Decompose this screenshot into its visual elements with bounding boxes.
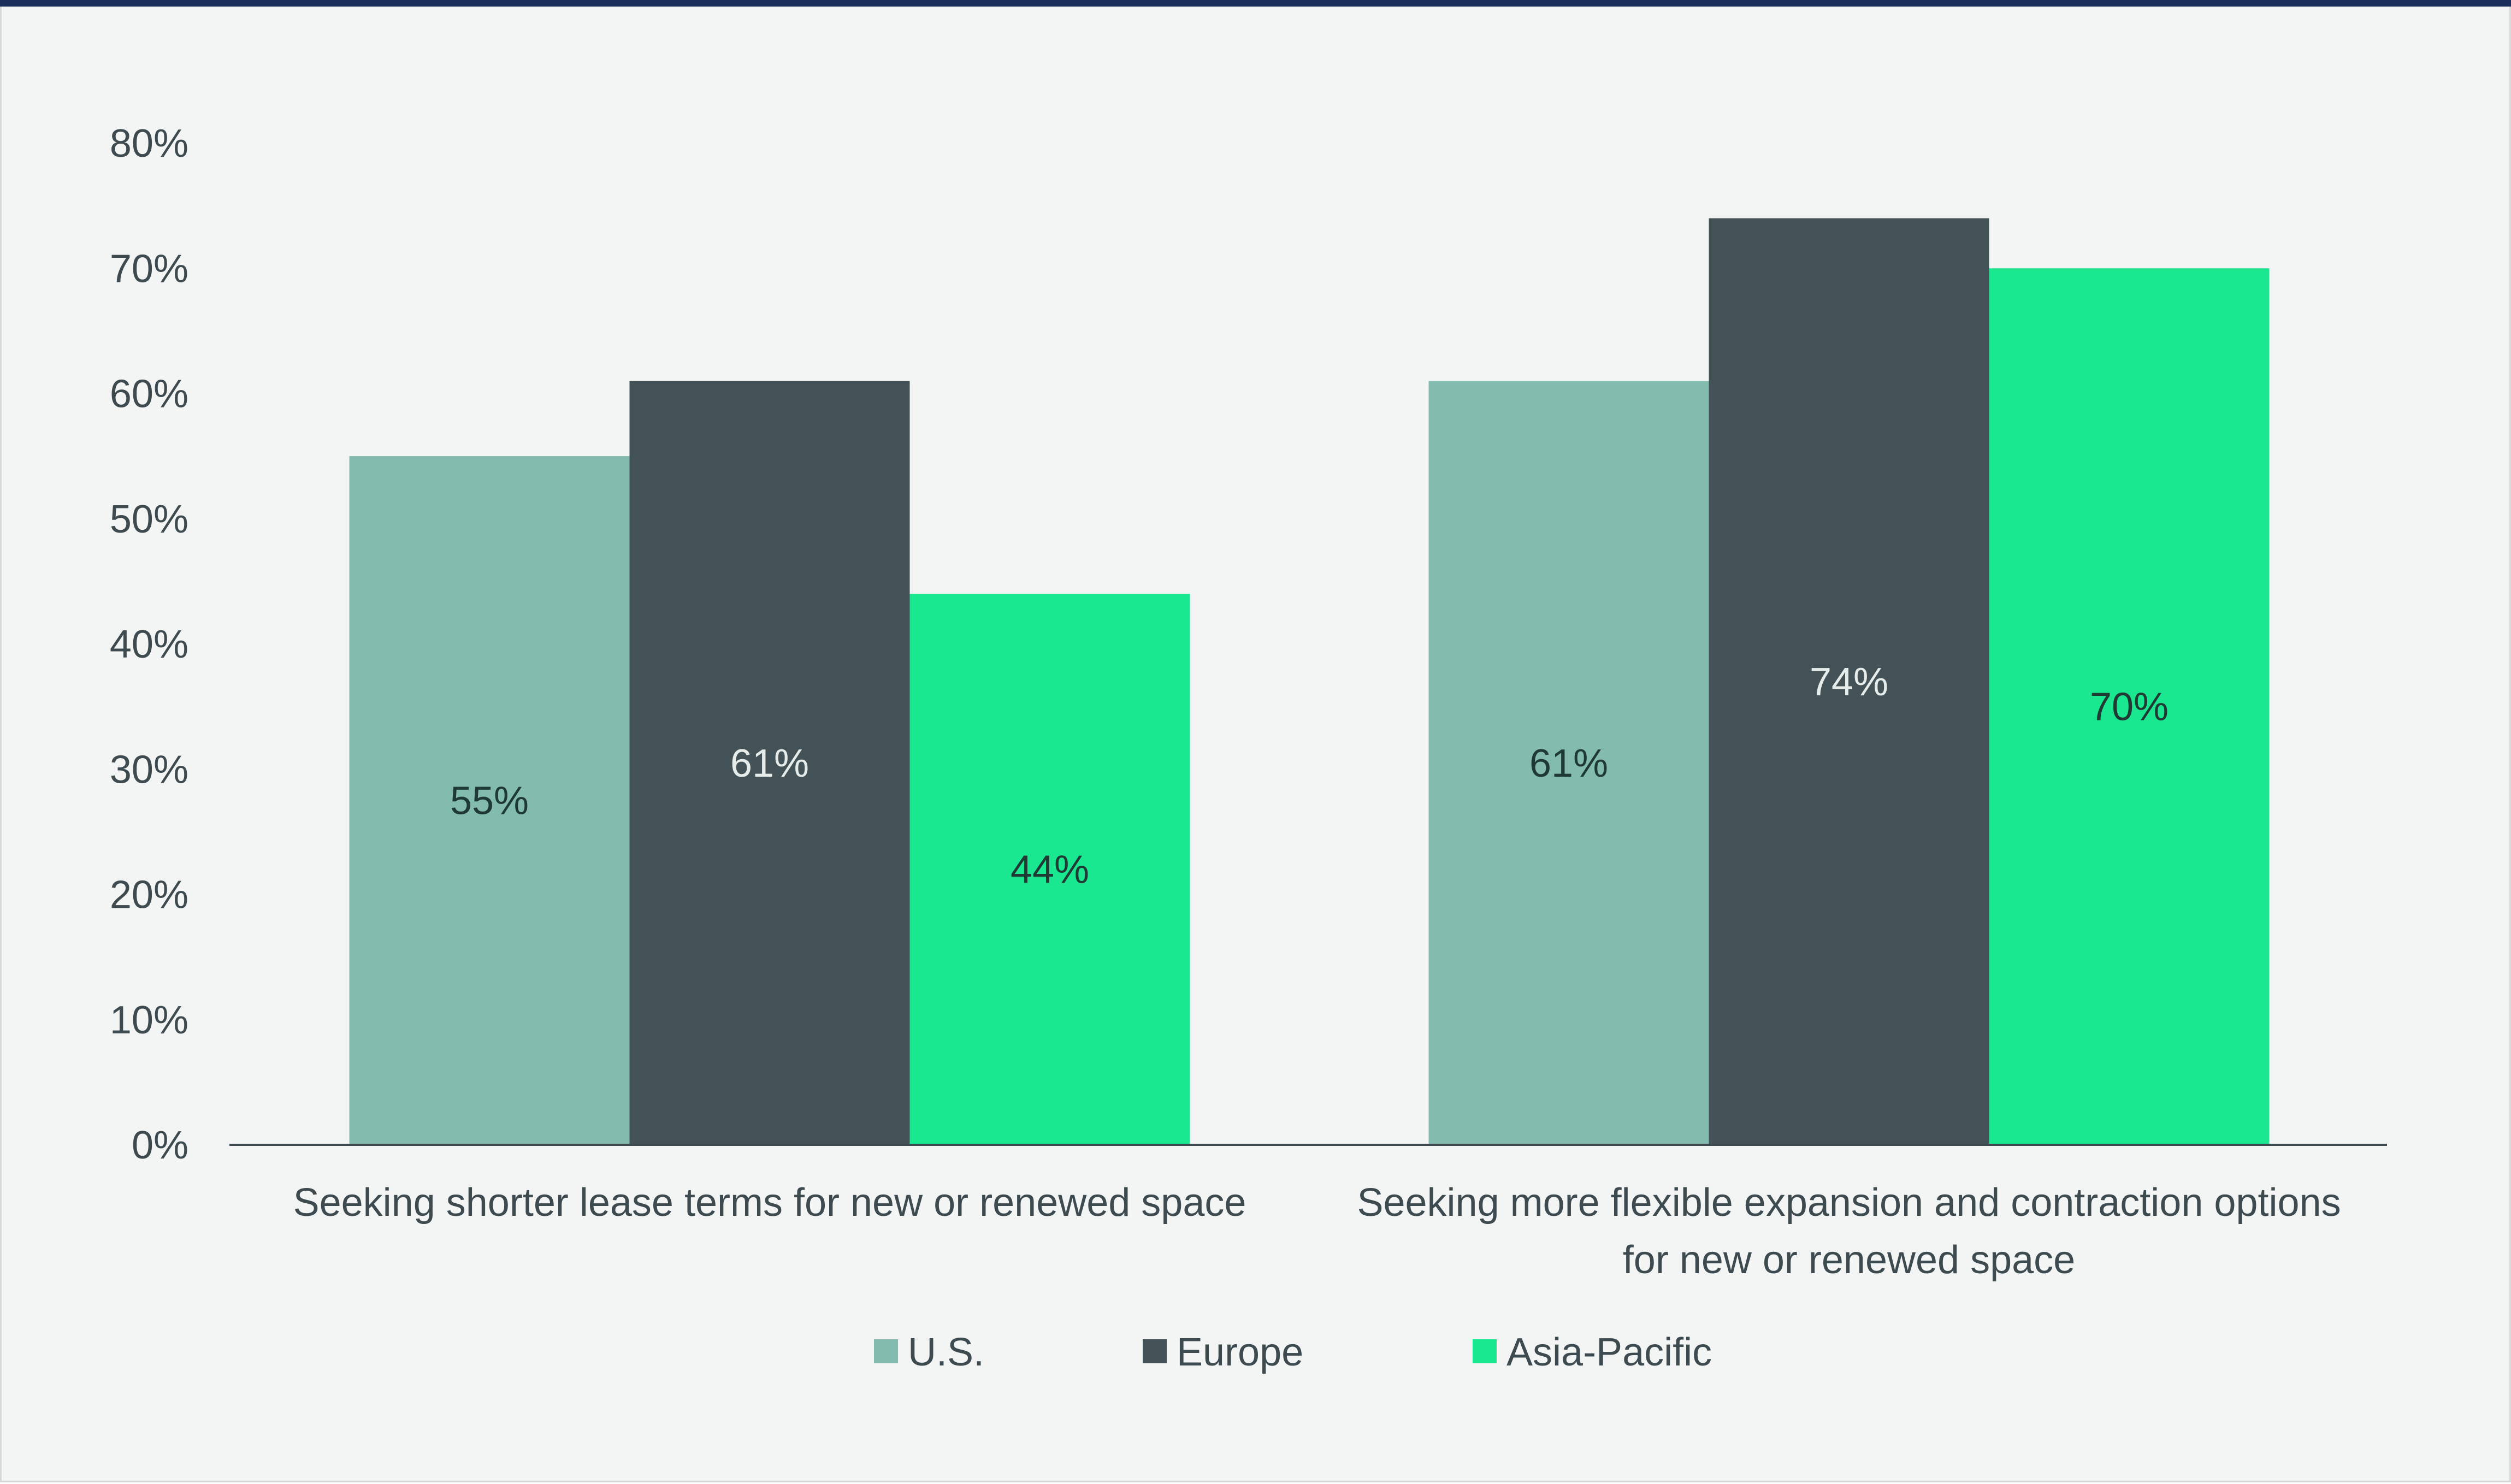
y-tick-label: 30% xyxy=(110,748,188,791)
data-label: 61% xyxy=(730,742,809,785)
x-axis: Seeking shorter lease terms for new or r… xyxy=(229,1144,2387,1282)
legend-swatch xyxy=(1143,1339,1167,1363)
top-accent-bar xyxy=(0,0,2511,7)
legend-label: Europe xyxy=(1177,1331,1303,1374)
data-label: 61% xyxy=(1529,742,1608,785)
legend-swatch xyxy=(874,1339,898,1363)
bar xyxy=(349,456,630,1145)
bar xyxy=(909,594,1190,1145)
data-label: 70% xyxy=(2090,685,2169,729)
y-tick-label: 50% xyxy=(110,498,188,541)
data-label: 74% xyxy=(1810,660,1888,704)
y-tick-label: 10% xyxy=(110,998,188,1042)
data-labels: 55% 61% 44% 61% 74% 70% xyxy=(450,660,2169,892)
x-category-label: for new or renewed space xyxy=(1623,1238,2075,1282)
y-tick-label: 0% xyxy=(132,1124,188,1167)
bar xyxy=(1709,218,1989,1145)
y-tick-label: 60% xyxy=(110,373,188,416)
x-category-label: Seeking shorter lease terms for new or r… xyxy=(293,1181,1246,1225)
y-tick-label: 80% xyxy=(110,122,188,165)
legend-label: U.S. xyxy=(908,1331,984,1374)
y-tick-label: 20% xyxy=(110,873,188,917)
y-tick-label: 70% xyxy=(110,247,188,291)
y-tick-label: 40% xyxy=(110,623,188,666)
bar xyxy=(629,381,910,1145)
data-label: 55% xyxy=(450,779,529,823)
legend-label: Asia-Pacific xyxy=(1506,1331,1712,1374)
bar-group xyxy=(349,218,2270,1145)
x-category-label: Seeking more flexible expansion and cont… xyxy=(1357,1181,2341,1225)
legend-swatch xyxy=(1473,1339,1497,1363)
y-axis: 0% 10% 20% 30% 40% 50% 60% 70% 80% xyxy=(110,122,188,1167)
bar xyxy=(1428,381,1709,1145)
legend: U.S. Europe Asia-Pacific xyxy=(874,1331,1712,1374)
bar xyxy=(1989,268,2270,1145)
data-label: 44% xyxy=(1011,848,1089,892)
